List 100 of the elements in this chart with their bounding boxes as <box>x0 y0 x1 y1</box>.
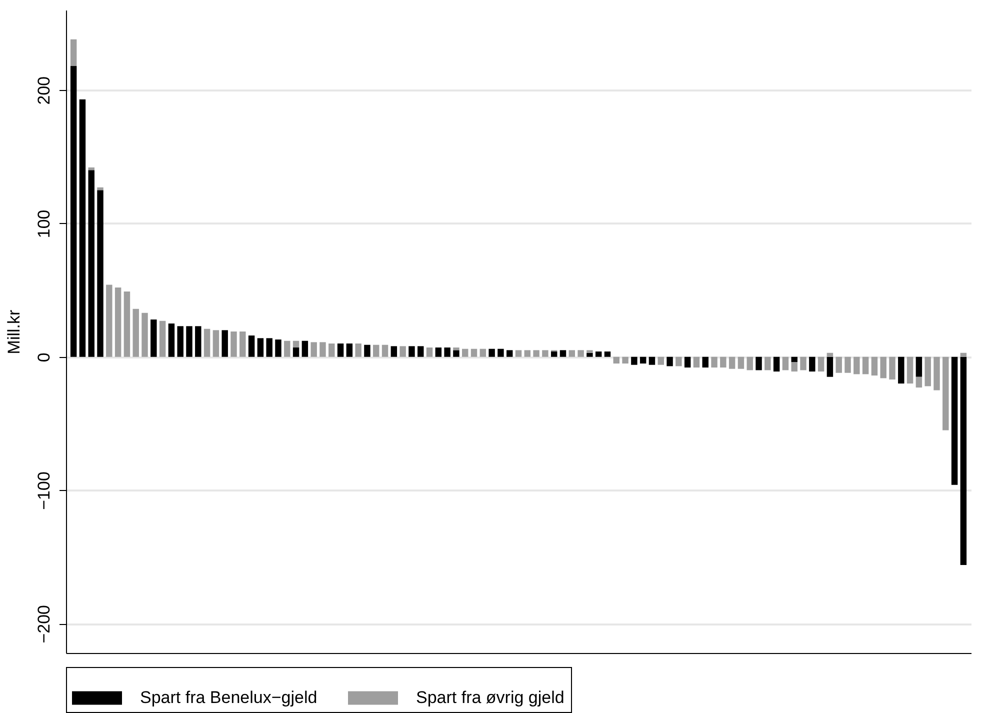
bar <box>292 348 300 357</box>
bar <box>720 356 726 368</box>
bar <box>560 350 566 357</box>
bar <box>756 356 762 370</box>
bar <box>738 356 744 369</box>
bar <box>942 356 949 430</box>
bar <box>346 344 353 357</box>
bar <box>462 348 468 357</box>
bar <box>622 356 628 364</box>
bar <box>960 356 967 565</box>
bar <box>498 348 504 357</box>
bar <box>222 330 228 357</box>
bar <box>212 330 220 357</box>
bar <box>506 350 513 357</box>
bar <box>515 350 522 357</box>
bar <box>542 350 548 357</box>
bar <box>880 356 886 378</box>
bar <box>195 326 202 357</box>
bar <box>791 362 798 372</box>
bar <box>337 344 344 357</box>
bar <box>586 350 593 353</box>
bar <box>408 346 415 357</box>
bar <box>818 356 824 372</box>
bar <box>951 356 958 485</box>
bar <box>142 312 148 357</box>
bar <box>836 356 842 373</box>
bar <box>97 187 104 190</box>
bar <box>666 356 673 366</box>
bar <box>204 328 210 357</box>
bar <box>88 170 94 357</box>
bar <box>533 350 540 357</box>
bar <box>186 326 192 357</box>
bar <box>862 356 869 374</box>
bar <box>648 356 656 365</box>
bar <box>124 291 130 357</box>
y-axis-title: Mill.kr <box>4 309 24 354</box>
bar <box>916 356 922 377</box>
bar <box>550 352 558 357</box>
bar <box>70 66 77 357</box>
bar <box>310 342 317 357</box>
y-tick-label: −200 <box>34 605 54 644</box>
bar <box>435 348 442 357</box>
bar <box>568 350 576 357</box>
legend-label: Spart fra øvrig gjeld <box>416 688 564 707</box>
bar <box>70 39 77 66</box>
bar <box>924 356 931 386</box>
bar <box>275 340 282 357</box>
bar <box>418 346 424 357</box>
bar <box>453 350 460 357</box>
bar <box>613 356 620 364</box>
bar <box>586 352 593 357</box>
bar <box>159 320 166 357</box>
bar <box>728 356 736 369</box>
bar <box>257 338 264 357</box>
bar <box>453 348 460 350</box>
bar <box>711 356 718 368</box>
bar <box>764 356 771 370</box>
bar <box>355 344 362 357</box>
bar <box>658 356 664 365</box>
bar <box>960 352 967 357</box>
bar <box>906 356 914 384</box>
bar <box>444 348 450 357</box>
bar <box>292 340 300 348</box>
bar <box>684 356 691 368</box>
bar <box>524 350 531 357</box>
bar <box>364 344 370 357</box>
bar <box>889 356 896 380</box>
bar <box>595 352 602 357</box>
bar <box>604 352 611 357</box>
bar <box>248 336 255 357</box>
bar <box>578 350 584 357</box>
bar <box>488 348 495 357</box>
bar <box>240 332 246 357</box>
bar <box>782 356 789 370</box>
bar <box>266 338 272 357</box>
bar <box>230 332 237 357</box>
bar <box>702 356 708 368</box>
bar <box>97 190 104 357</box>
bar <box>746 356 753 370</box>
bar <box>809 356 816 372</box>
y-tick-label: 100 <box>34 210 54 238</box>
bar <box>79 99 86 357</box>
bar <box>426 348 433 357</box>
y-tick-label: 0 <box>34 352 54 362</box>
bar <box>916 376 922 388</box>
legend-label: Spart fra Benelux−gjeld <box>140 688 318 707</box>
bar <box>328 344 335 357</box>
bar <box>88 167 94 170</box>
bar <box>400 346 406 357</box>
y-tick-label: −100 <box>34 472 54 510</box>
bar <box>320 342 326 357</box>
bar <box>791 356 798 362</box>
bar <box>168 323 175 357</box>
bar <box>390 346 398 357</box>
bar <box>132 308 139 357</box>
bar <box>871 356 878 376</box>
bar <box>640 356 646 364</box>
bar <box>773 356 780 372</box>
bar <box>302 340 308 357</box>
bar <box>854 356 860 374</box>
